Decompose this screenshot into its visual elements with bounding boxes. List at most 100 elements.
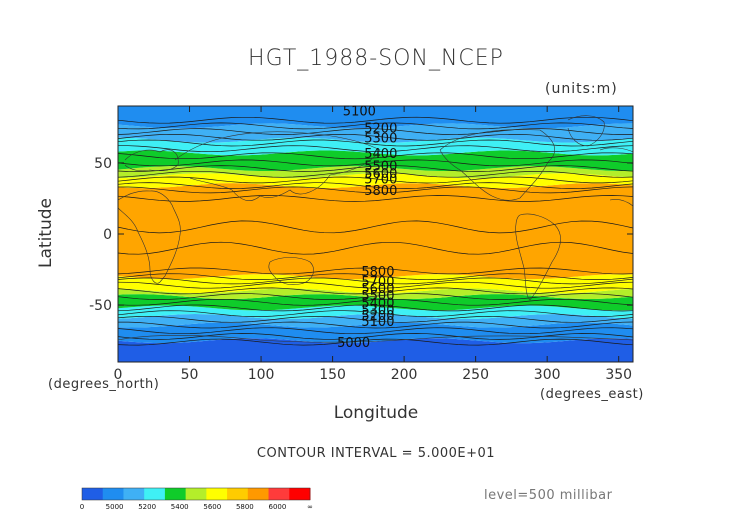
contour-line bbox=[118, 287, 633, 295]
level-text: level=500 millibar bbox=[484, 488, 613, 503]
contour-label: 5100 bbox=[361, 315, 394, 330]
x-tick-label: 50 bbox=[181, 367, 199, 383]
contour-line bbox=[118, 304, 633, 312]
colorbar-swatch bbox=[164, 488, 187, 500]
contour-line bbox=[118, 241, 633, 255]
contour-line bbox=[118, 321, 633, 329]
colorbar-label: 5800 bbox=[236, 503, 254, 511]
units-label: (units:m) bbox=[545, 81, 618, 97]
contour-line bbox=[118, 338, 633, 346]
colorbar: 0 5000 5200 5400 5600 5800 6000 ∞ bbox=[80, 487, 313, 511]
contour-label: 5300 bbox=[361, 303, 394, 318]
y-tick-label: 50 bbox=[94, 156, 112, 172]
coastline-australia bbox=[268, 257, 314, 286]
contour-line bbox=[118, 281, 633, 289]
y-axis-label: Latitude bbox=[36, 198, 56, 268]
contour-lines bbox=[118, 116, 633, 346]
color-band bbox=[118, 338, 633, 362]
colorbar-label: 5600 bbox=[203, 503, 221, 511]
contour-labels: 5100520053005400550056005700580058005700… bbox=[337, 104, 397, 351]
color-band bbox=[118, 183, 633, 280]
contour-line bbox=[118, 186, 633, 194]
x-tick-label: 0 bbox=[114, 367, 123, 383]
axes: 0 50 100 150 200 250 300 350 50 0 -50 bbox=[89, 106, 633, 383]
color-bands bbox=[118, 106, 633, 362]
y-tick-label: 0 bbox=[103, 227, 112, 243]
contour-label: 5300 bbox=[364, 131, 397, 146]
contour-label: 5200 bbox=[364, 121, 397, 136]
coastline-europe bbox=[124, 149, 179, 172]
coastlines bbox=[118, 115, 633, 343]
coastline-antarctica bbox=[118, 335, 633, 343]
x-tick-label: 350 bbox=[605, 367, 632, 383]
color-band bbox=[118, 123, 633, 143]
contour-line bbox=[118, 310, 633, 317]
contour-label: 5700 bbox=[361, 275, 394, 290]
contour-line bbox=[118, 327, 633, 335]
x-axis-label: Longitude bbox=[333, 403, 419, 423]
coastline-north-america bbox=[439, 129, 555, 201]
contour-line bbox=[118, 139, 633, 147]
colorbar-label: 5200 bbox=[138, 503, 156, 511]
contour-line bbox=[118, 315, 633, 323]
contour-label: 5100 bbox=[343, 104, 376, 119]
colorbar-frame bbox=[81, 487, 311, 501]
coastline-europe-east bbox=[599, 147, 633, 153]
colorbar-label: 6000 bbox=[269, 503, 287, 511]
contour-label: 5200 bbox=[361, 309, 394, 324]
contour-line bbox=[118, 152, 633, 160]
contour-line bbox=[118, 220, 633, 234]
contour-line bbox=[118, 182, 633, 189]
coastline-africa bbox=[118, 190, 181, 284]
color-band bbox=[118, 137, 633, 156]
coastline-greenland bbox=[567, 115, 605, 147]
coastline-south-america bbox=[515, 213, 561, 301]
colorbar-swatch bbox=[289, 488, 311, 500]
y-axis-unit: (degrees_north) bbox=[48, 377, 160, 392]
coastline-africa-east bbox=[609, 199, 633, 207]
contour-line bbox=[118, 293, 633, 300]
colorbar-label: 5000 bbox=[106, 503, 124, 511]
contour-line bbox=[118, 159, 633, 167]
colorbar-swatch bbox=[123, 488, 145, 500]
contour-line bbox=[118, 195, 633, 202]
contour-label: 5500 bbox=[364, 160, 397, 175]
contour-label: 5400 bbox=[364, 147, 397, 162]
contour-line bbox=[118, 273, 633, 281]
y-tick-label: -50 bbox=[89, 298, 112, 314]
contour-label: 5000 bbox=[337, 336, 370, 351]
contour-line bbox=[118, 298, 633, 306]
contour-label: 5600 bbox=[361, 282, 394, 297]
contour-line bbox=[118, 128, 633, 135]
contour-label: 5400 bbox=[361, 296, 394, 311]
contour-interval-text: CONTOUR INTERVAL = 5.000E+01 bbox=[256, 446, 496, 461]
contour-label: 5700 bbox=[364, 173, 397, 188]
colorbar-swatch bbox=[102, 488, 124, 500]
coastline-asia bbox=[174, 131, 381, 201]
contour-line bbox=[118, 122, 633, 130]
x-axis-unit: (degrees_east) bbox=[540, 387, 644, 402]
contour-label: 5800 bbox=[361, 265, 394, 280]
chart-title: HGT_1988-SON_NCEP bbox=[248, 46, 504, 71]
colorbar-swatch bbox=[82, 488, 104, 500]
colorbar-swatch bbox=[227, 488, 249, 500]
x-tick-label: 200 bbox=[391, 367, 418, 383]
color-band bbox=[118, 288, 633, 299]
contour-label: 5600 bbox=[364, 167, 397, 182]
colorbar-swatch bbox=[206, 488, 228, 500]
color-band bbox=[118, 294, 633, 311]
contour-line bbox=[118, 176, 633, 184]
contour-line bbox=[118, 267, 633, 275]
colorbar-label: 5400 bbox=[171, 503, 189, 511]
x-tick-label: 300 bbox=[534, 367, 561, 383]
contour-line bbox=[118, 133, 633, 141]
contour-line bbox=[118, 170, 633, 178]
contour-label: 5500 bbox=[361, 289, 394, 304]
colorbar-label: ∞ bbox=[307, 503, 313, 511]
contour-line bbox=[118, 277, 633, 285]
colorbar-swatch bbox=[247, 488, 270, 500]
x-tick-label: 100 bbox=[248, 367, 275, 383]
colorbar-label: 0 bbox=[80, 503, 84, 511]
contour-line bbox=[118, 165, 633, 172]
colorbar-swatch bbox=[144, 488, 166, 500]
